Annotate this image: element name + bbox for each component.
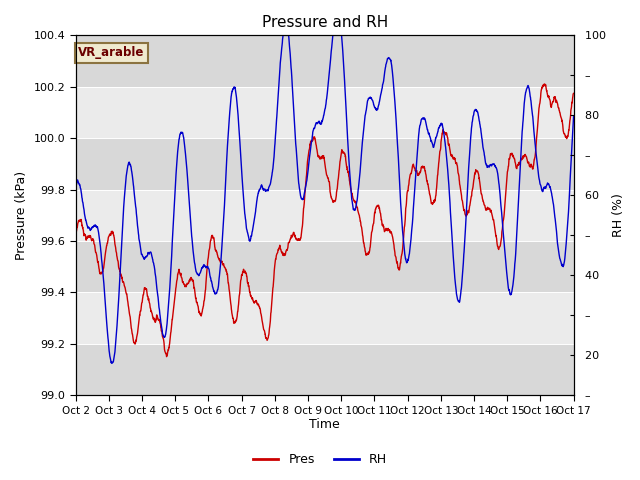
Line: RH: RH [76,36,573,363]
X-axis label: Time: Time [309,419,340,432]
Pres [72,234,79,240]
Title: Pressure and RH: Pressure and RH [262,15,388,30]
Legend: Pres, RH: Pres, RH [248,448,392,471]
Pres [163,354,170,360]
RH [570,113,577,119]
Pres [541,81,548,87]
Y-axis label: RH (%): RH (%) [612,193,625,237]
Pres [349,197,357,203]
Pres [570,91,577,96]
RH [279,33,287,38]
Y-axis label: Pressure (kPa): Pressure (kPa) [15,171,28,260]
Pres [469,184,477,190]
Pres [540,82,547,88]
RH [108,360,116,366]
Pres [526,163,534,169]
Bar [76,241,573,292]
Bar [76,36,573,87]
Pres [211,244,219,250]
RH [540,185,548,191]
Bar [76,138,573,190]
RH [72,185,79,191]
Bar [76,344,573,395]
Text: VR_arable: VR_arable [78,46,145,59]
RH [211,291,219,297]
Line: Pres: Pres [76,84,573,357]
RH [339,51,347,57]
RH [469,113,477,119]
RH [350,206,358,212]
Pres [339,149,347,155]
RH [526,92,534,98]
